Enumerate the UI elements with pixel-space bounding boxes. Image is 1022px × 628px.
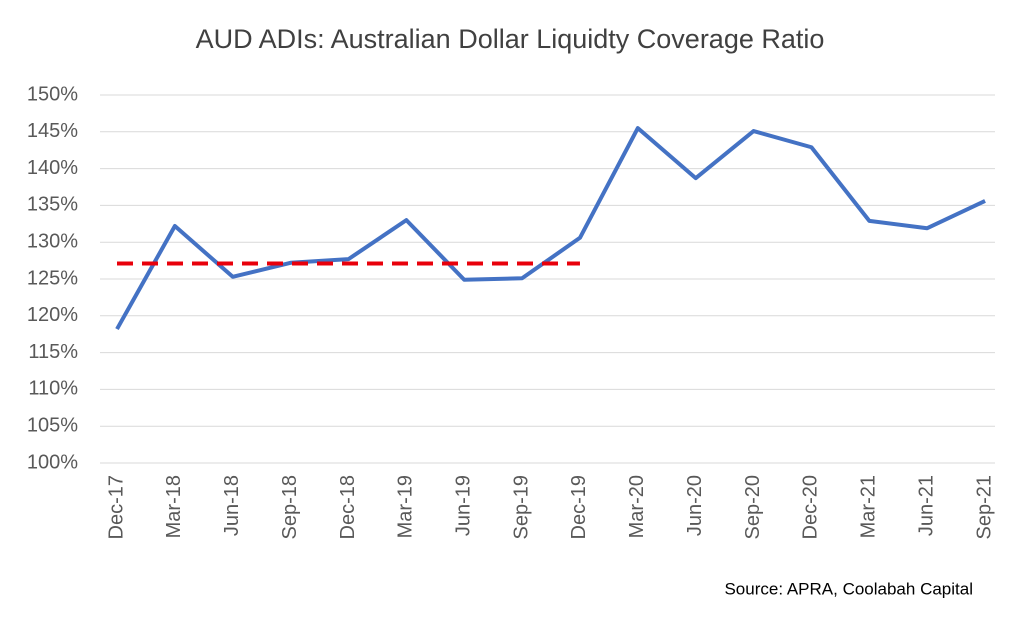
- x-tick-label: Sep-20: [742, 475, 764, 540]
- y-tick-label: 100%: [27, 451, 78, 473]
- x-tick-label: Dec-19: [568, 475, 590, 539]
- x-tick-label: Jun-21: [915, 475, 937, 536]
- y-tick-label: 140%: [27, 157, 78, 179]
- y-tick-label: 115%: [28, 341, 78, 363]
- x-tick-label: Jun-19: [453, 475, 475, 536]
- y-tick-label: 135%: [27, 194, 78, 216]
- y-tick-label: 145%: [27, 120, 78, 142]
- x-tick-label: Jun-18: [221, 475, 243, 536]
- source-note: Source: APRA, Coolabah Capital: [724, 579, 973, 598]
- y-tick-label: 150%: [27, 83, 78, 105]
- x-tick-label: Mar-20: [626, 475, 648, 538]
- x-tick-label: Mar-19: [395, 475, 417, 538]
- x-tick-label: Dec-18: [337, 475, 359, 539]
- x-tick-label: Jun-20: [684, 475, 706, 536]
- line-series: [115, 126, 986, 331]
- y-tick-label: 110%: [28, 378, 78, 400]
- y-tick-label: 120%: [27, 304, 78, 326]
- x-tick-label: Mar-21: [858, 475, 880, 538]
- chart-title: AUD ADIs: Australian Dollar Liquidty Cov…: [196, 24, 825, 54]
- x-tick-label: Sep-21: [973, 475, 995, 540]
- x-tick-label: Mar-18: [163, 475, 185, 538]
- y-tick-label: 125%: [27, 267, 78, 289]
- x-tick-label: Dec-17: [105, 475, 127, 539]
- y-tick-label: 130%: [27, 230, 78, 252]
- x-tick-label: Dec-20: [800, 475, 822, 539]
- x-tick-label: Sep-19: [510, 475, 532, 540]
- x-tick-label: Sep-18: [279, 475, 301, 540]
- y-tick-label: 105%: [27, 414, 78, 436]
